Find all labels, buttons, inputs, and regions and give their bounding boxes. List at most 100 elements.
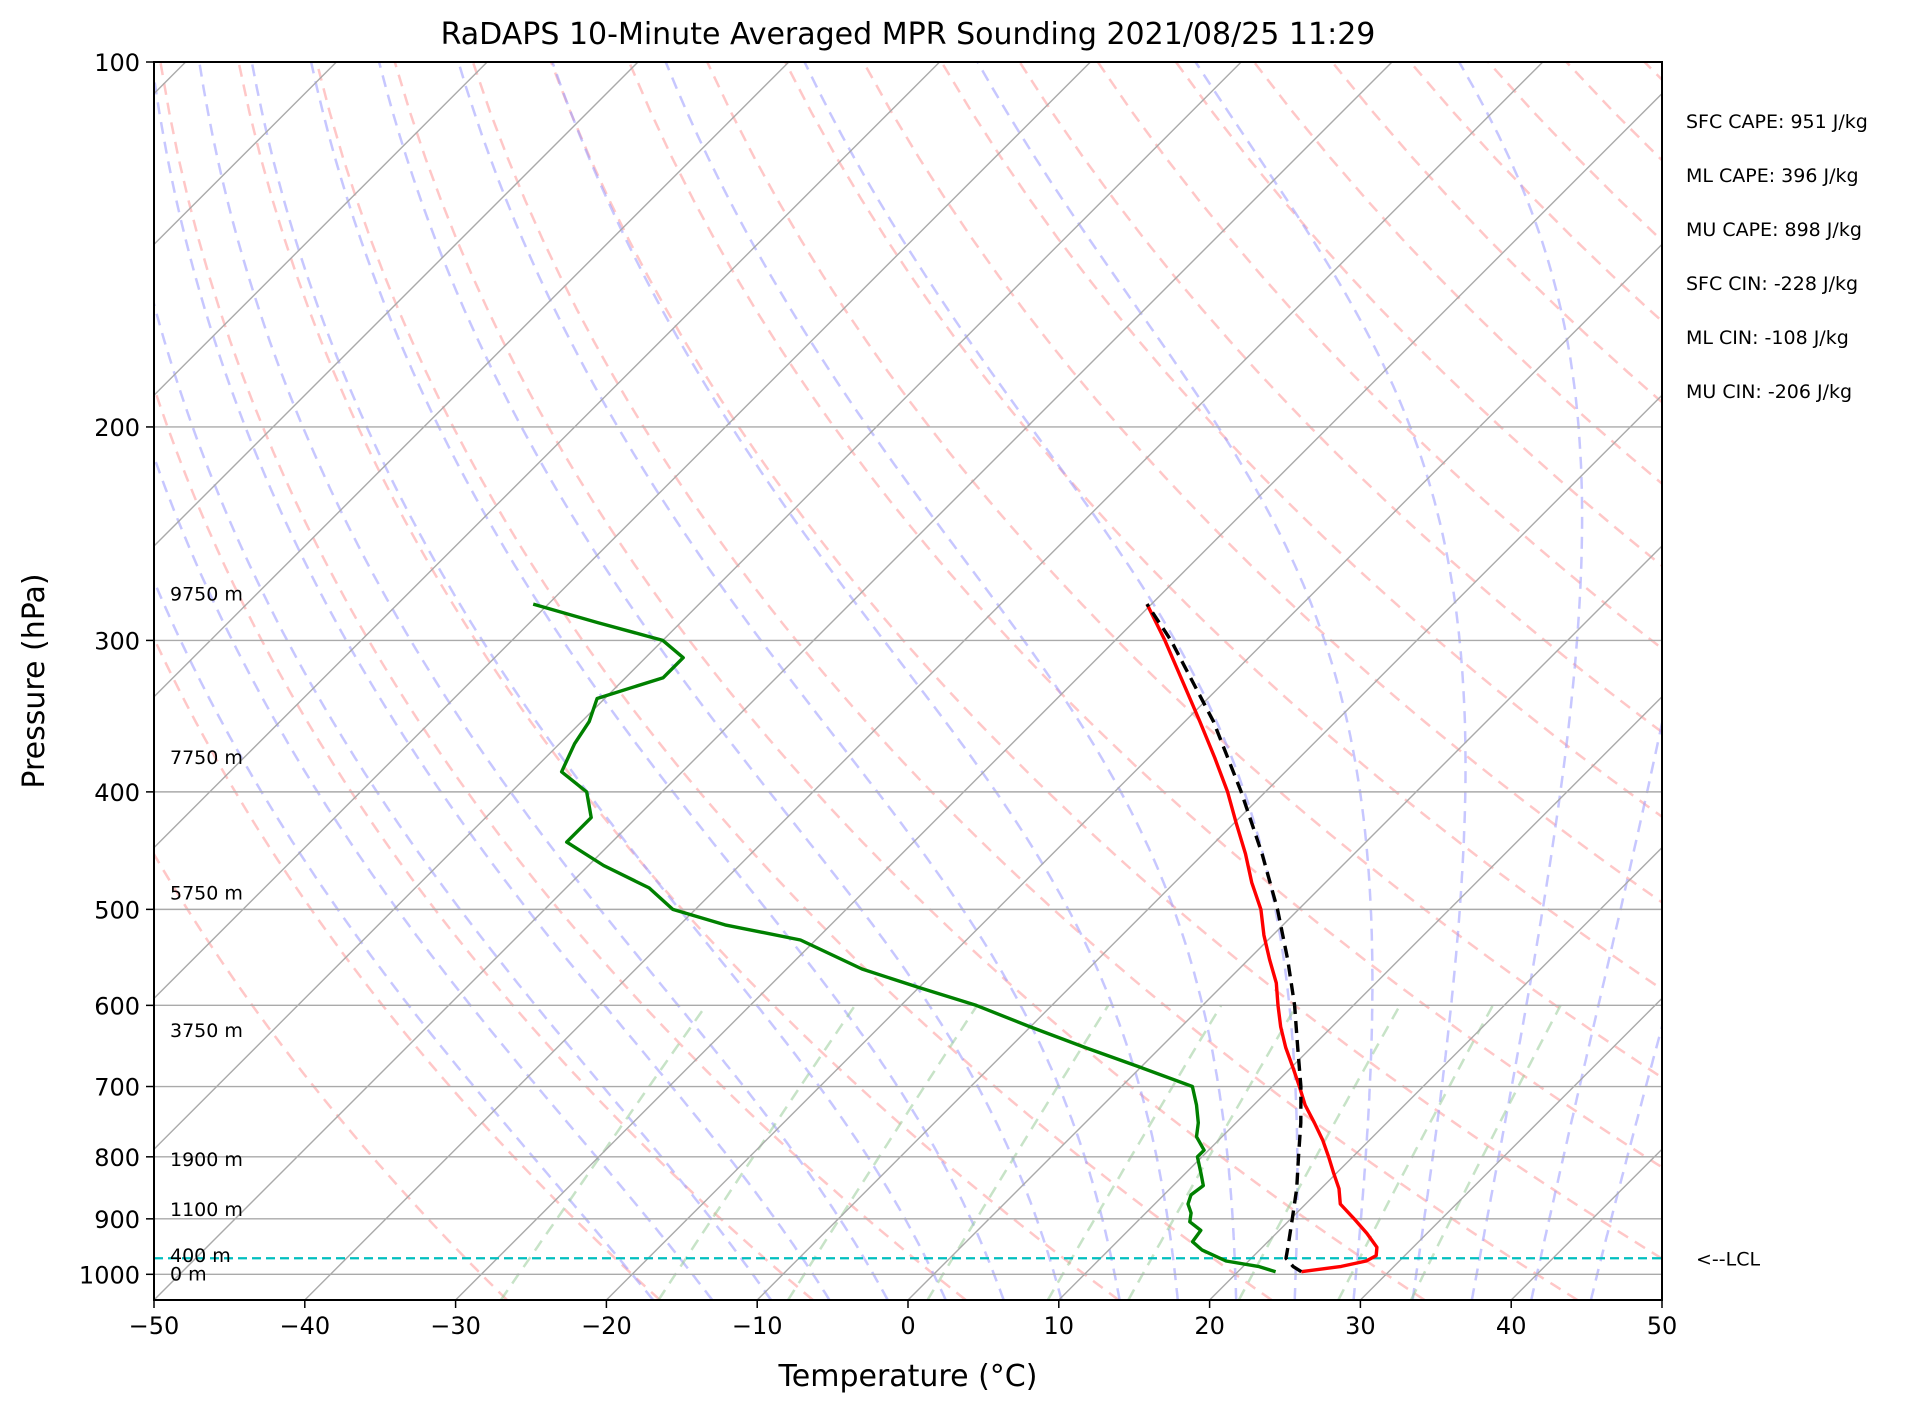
height-label: 7750 m	[170, 747, 243, 769]
parcel-line	[1145, 603, 1303, 1274]
y-axis-ticks: 100 200 300 400 500 600 700 800 900 1000	[79, 49, 154, 1289]
dry-adiabat	[1331, 62, 1662, 404]
x-tick-label: 20	[1194, 1312, 1225, 1340]
x-tick-label: −20	[581, 1312, 632, 1340]
dry-adiabat	[1018, 62, 1662, 734]
moist-adiabat	[551, 62, 1180, 1300]
y-tick-label: 400	[94, 779, 140, 807]
isotherm	[154, 62, 790, 698]
isotherm	[154, 62, 1242, 1151]
moist-adiabat	[457, 62, 1121, 1300]
dry-adiabat	[159, 62, 967, 1300]
y-tick-label: 500	[94, 896, 140, 924]
y-tick-label: 800	[94, 1144, 140, 1172]
dry-adiabat	[237, 62, 1120, 1300]
isotherm	[1510, 1148, 1662, 1300]
height-label: 0 m	[170, 1263, 207, 1285]
temperature-line	[1145, 603, 1379, 1274]
isotherm	[455, 92, 1662, 1300]
height-label: 9750 m	[170, 584, 243, 606]
chart-title: RaDAPS 10-Minute Averaged MPR Sounding 2…	[441, 17, 1376, 52]
y-tick-label: 200	[94, 414, 140, 442]
isotherm	[154, 62, 941, 849]
mixing-ratio-line	[499, 1004, 708, 1300]
dry-adiabat	[393, 62, 1426, 1300]
isotherm	[1209, 846, 1662, 1300]
isotherm	[304, 62, 1544, 1300]
height-label: 400 m	[170, 1245, 231, 1267]
dewpoint-line	[532, 602, 1277, 1274]
y-tick-label: 600	[94, 992, 140, 1020]
stability-index: SFC CIN: -228 J/kg	[1686, 273, 1858, 295]
dry-adiabat	[784, 62, 1662, 991]
dry-adiabat	[154, 635, 661, 1300]
x-tick-label: 0	[900, 1312, 915, 1340]
dry-adiabat	[1565, 62, 1662, 162]
dry-adiabat	[154, 851, 508, 1300]
moist-adiabat	[1589, 1021, 1662, 1300]
y-tick-label: 900	[94, 1206, 140, 1234]
isotherm	[154, 62, 1091, 1000]
dry-adiabat	[315, 62, 1273, 1300]
stability-indices: SFC CAPE: 951 J/kg ML CAPE: 396 J/kg MU CA…	[1686, 111, 1868, 403]
isotherm	[605, 243, 1662, 1300]
moist-adiabat	[250, 62, 947, 1300]
mixing-ratio-line	[926, 1004, 1110, 1300]
height-label: 5750 m	[170, 882, 243, 904]
moist-adiabat	[198, 62, 889, 1300]
isotherm	[154, 62, 1393, 1300]
x-tick-label: 30	[1345, 1312, 1376, 1340]
height-label: 1100 m	[170, 1199, 243, 1221]
moist-adiabat	[377, 62, 1063, 1300]
x-tick-label: −30	[430, 1312, 481, 1340]
isotherm	[154, 62, 639, 547]
x-axis-ticks: −50 −40 −30 −20 −10 0 10 20 30 40 50	[129, 1300, 1678, 1340]
stability-index: MU CIN: -206 J/kg	[1686, 381, 1852, 403]
mixing-ratio-line	[786, 1004, 979, 1300]
dry-adiabat	[1643, 62, 1662, 82]
dry-adiabat	[862, 62, 1662, 904]
stability-index: SFC CAPE: 951 J/kg	[1686, 111, 1868, 133]
moist-adiabat	[803, 62, 1299, 1300]
dry-adiabat	[1723, 62, 1911, 1300]
x-axis-label: Temperature (°C)	[778, 1359, 1038, 1394]
y-tick-label: 100	[94, 49, 140, 77]
background-lines	[154, 62, 1911, 1300]
moist-adiabat	[309, 62, 1005, 1300]
dry-adiabat	[471, 62, 1579, 1300]
isotherm	[1058, 695, 1662, 1300]
dry-adiabat	[549, 62, 1662, 1261]
y-tick-label: 1000	[79, 1261, 140, 1289]
x-tick-label: 40	[1496, 1312, 1527, 1340]
y-tick-label: 700	[94, 1074, 140, 1102]
moist-adiabat	[664, 62, 1238, 1300]
isotherm	[907, 545, 1662, 1300]
dry-adiabat	[627, 62, 1662, 1169]
y-axis-label: Pressure (hPa)	[17, 573, 52, 788]
stability-index: MU CAPE: 898 J/kg	[1686, 219, 1862, 241]
y-tick-label: 300	[94, 627, 140, 655]
mixing-ratio-line	[657, 1004, 857, 1300]
x-tick-label: 50	[1647, 1312, 1678, 1340]
mixing-ratio-line	[1409, 1004, 1562, 1300]
moist-adiabat	[1530, 717, 1662, 1300]
moist-adiabat	[154, 67, 831, 1300]
moist-adiabat	[154, 299, 773, 1300]
isotherm	[756, 394, 1662, 1300]
mixing-ratio-line	[1046, 1004, 1223, 1300]
stability-index: ML CAPE: 396 J/kg	[1686, 165, 1859, 187]
isotherm	[1813, 62, 1911, 1300]
moist-adiabat	[154, 453, 714, 1300]
grid-lines	[154, 62, 1911, 1300]
dry-adiabat	[940, 62, 1662, 819]
moist-adiabat	[1458, 62, 1584, 1300]
isotherm	[154, 62, 488, 397]
mixing-ratio-line	[1337, 1004, 1494, 1300]
isotherm	[1359, 997, 1662, 1300]
moist-adiabat	[154, 577, 655, 1300]
dry-adiabat	[154, 383, 814, 1300]
mixing-ratio-line	[1237, 1004, 1401, 1300]
isotherm	[1661, 1299, 1662, 1300]
